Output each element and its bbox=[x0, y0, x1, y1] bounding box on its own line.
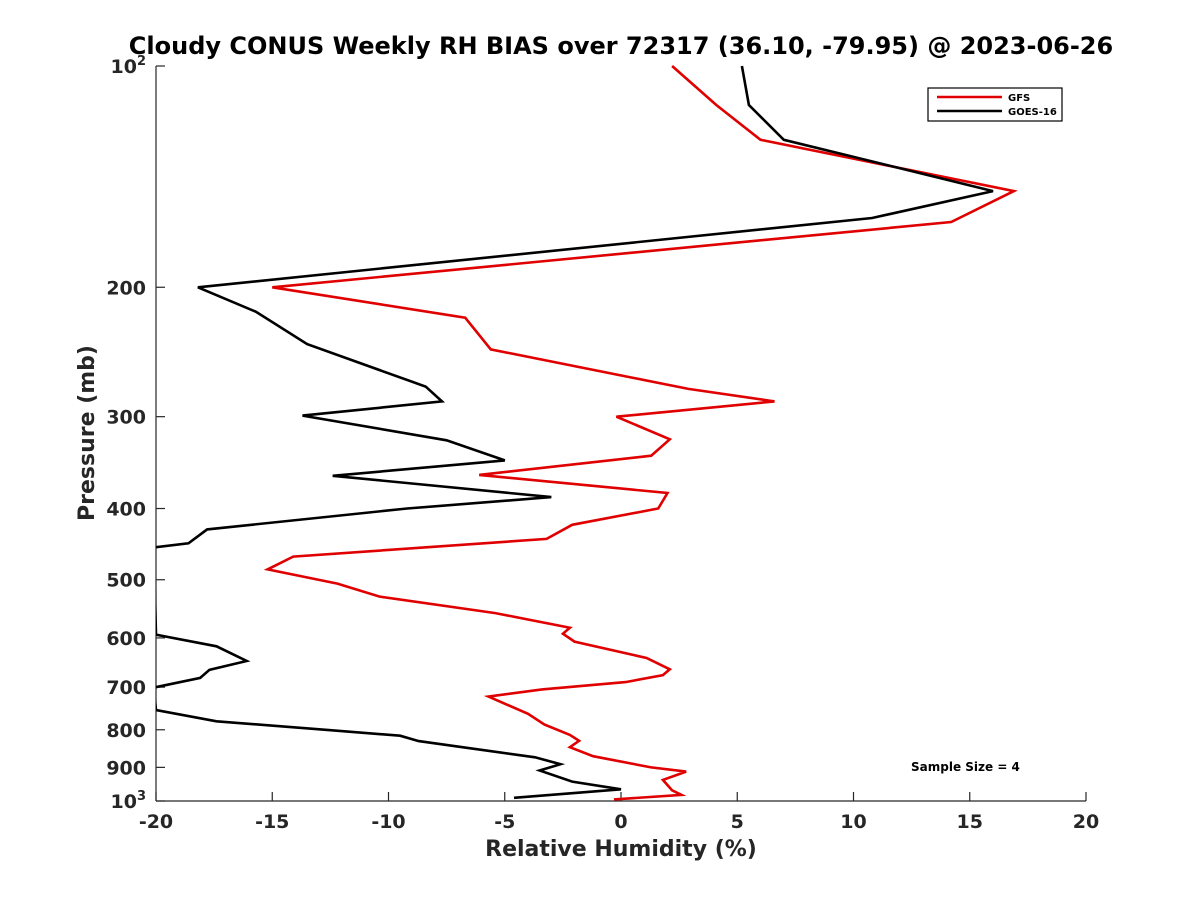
series-line-goes-16 bbox=[156, 65, 994, 800]
chart-title: Cloudy CONUS Weekly RH BIAS over 72317 (… bbox=[129, 32, 1113, 60]
y-tick-label: 400 bbox=[106, 499, 146, 521]
legend-label-gfs: GFS bbox=[1008, 93, 1030, 104]
x-tick-label: -10 bbox=[371, 811, 405, 833]
y-axis-label: Pressure (mb) bbox=[75, 345, 100, 521]
y-tick-label: 103 bbox=[111, 789, 147, 813]
sample-size-annotation: Sample Size = 4 bbox=[911, 760, 1020, 774]
legend-label-goes16: GOES-16 bbox=[1008, 107, 1057, 118]
legend-box bbox=[927, 87, 1063, 122]
x-tick-label: 10 bbox=[840, 811, 866, 833]
y-tick-label: 900 bbox=[106, 757, 146, 779]
x-tick-label: 0 bbox=[614, 811, 627, 833]
y-tick-label: 300 bbox=[106, 407, 146, 429]
x-tick-label: -15 bbox=[255, 811, 289, 833]
y-tick-label: 102 bbox=[111, 54, 147, 78]
x-tick-label: -20 bbox=[139, 811, 173, 833]
y-tick-label: 500 bbox=[106, 570, 146, 592]
x-axis-ticks: -20 -15 -10 -5 0 5 10 15 20 bbox=[139, 792, 1099, 833]
legend: GFS GOES-16 bbox=[927, 87, 1063, 122]
y-tick-label: 800 bbox=[106, 720, 146, 742]
x-axis-label: Relative Humidity (%) bbox=[485, 837, 757, 862]
y-axis-ticks: 102 200 300 400 500 600 700 800 900 103 bbox=[106, 54, 165, 813]
plot-frame bbox=[156, 66, 1086, 801]
y-tick-label: 600 bbox=[106, 628, 146, 650]
y-tick-label: 700 bbox=[106, 677, 146, 699]
x-tick-label: -5 bbox=[494, 811, 515, 833]
x-tick-label: 15 bbox=[957, 811, 983, 833]
plot-area: -20 -15 -10 -5 0 5 10 15 20 102 200 300 400 500 600 70… bbox=[106, 54, 1099, 833]
y-tick-label: 200 bbox=[106, 277, 146, 299]
series-layer bbox=[156, 65, 1018, 801]
series-line-gfs bbox=[263, 65, 1018, 801]
x-tick-label: 20 bbox=[1073, 811, 1099, 833]
x-tick-label: 5 bbox=[731, 811, 744, 833]
